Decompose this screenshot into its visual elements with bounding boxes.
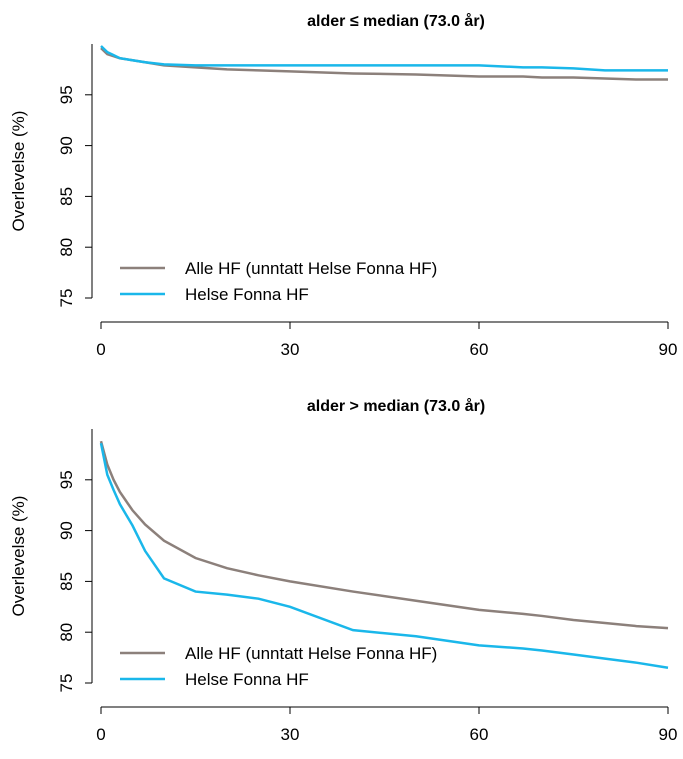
- survival-line: [100, 45, 668, 72]
- x-tick-label: 60: [470, 340, 489, 359]
- chart-panel: alder ≤ median (73.0 år) Overlevelse (%) 7…: [9, 12, 677, 359]
- y-tick-label: 90: [57, 521, 76, 540]
- y-tick-label: 75: [57, 289, 76, 308]
- x-tick-label: 30: [281, 340, 300, 359]
- x-tick-label: 60: [470, 725, 489, 744]
- y-tick-label: 80: [57, 238, 76, 257]
- x-tick-label: 90: [659, 340, 678, 359]
- survival-line: [99, 442, 669, 669]
- y-axis-label: Overlevelse (%): [9, 111, 28, 232]
- y-tick-label: 95: [57, 470, 76, 489]
- chart-title: alder > median (73.0 år): [307, 397, 485, 415]
- chart-title: alder ≤ median (73.0 år): [307, 12, 485, 30]
- legend-label: Helse Fonna HF: [185, 285, 309, 304]
- legend-label: Alle HF (unntatt Helse Fonna HF): [185, 259, 437, 278]
- x-tick-label: 30: [281, 725, 300, 744]
- y-tick-label: 90: [57, 136, 76, 155]
- y-tick-label: 85: [57, 572, 76, 591]
- y-axis-label: Overlevelse (%): [9, 496, 28, 617]
- y-tick-label: 80: [57, 623, 76, 642]
- x-tick-label: 90: [659, 725, 678, 744]
- chart-panel: alder > median (73.0 år) Overlevelse (%) 7…: [9, 397, 677, 744]
- y-tick-label: 95: [57, 85, 76, 104]
- y-tick-label: 85: [57, 187, 76, 206]
- x-tick-label: 0: [96, 340, 105, 359]
- legend-label: Alle HF (unntatt Helse Fonna HF): [185, 644, 437, 663]
- y-tick-label: 75: [57, 674, 76, 693]
- survival-line: [99, 440, 669, 630]
- legend-label: Helse Fonna HF: [185, 670, 309, 689]
- x-tick-label: 0: [96, 725, 105, 744]
